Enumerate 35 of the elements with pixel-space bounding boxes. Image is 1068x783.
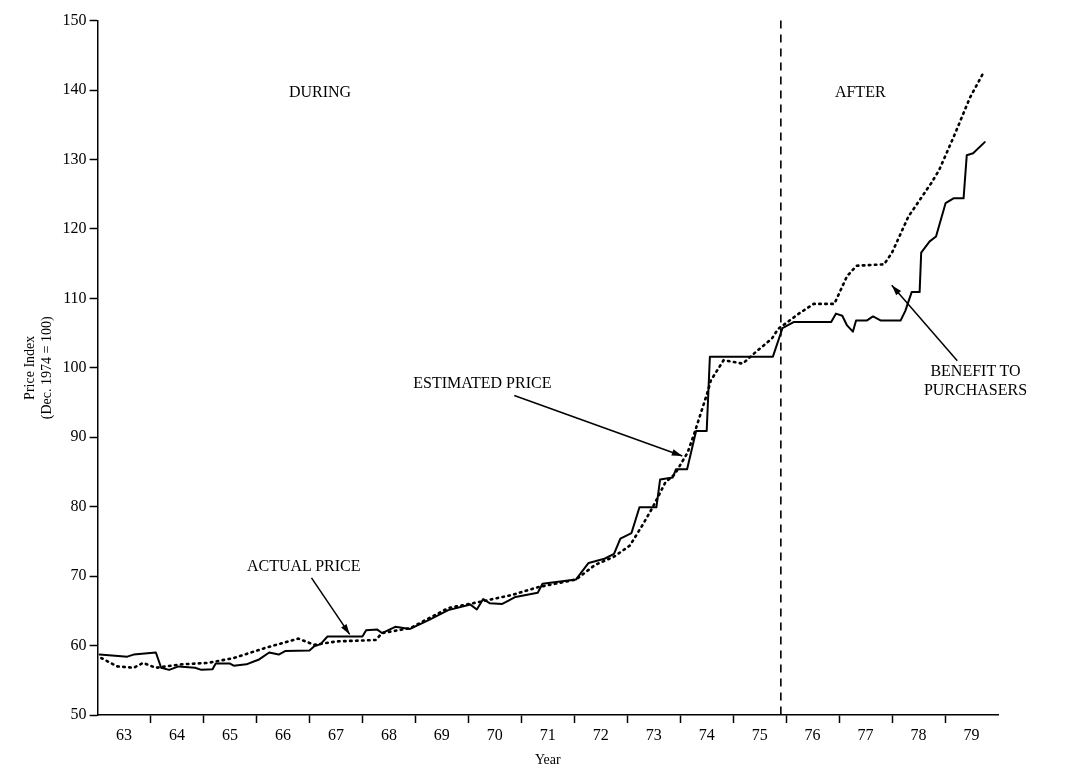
- x-tick-label: 70: [486, 725, 503, 743]
- y-tick-label: 140: [62, 80, 87, 98]
- x-tick-label: 66: [274, 725, 291, 743]
- y-tick-label: 90: [70, 427, 87, 445]
- annotation: AFTER: [834, 83, 886, 101]
- x-tick-label: 68: [380, 725, 397, 743]
- y-tick-label: 120: [62, 219, 87, 237]
- y-tick-label: 110: [63, 288, 87, 306]
- x-tick-label: 72: [592, 725, 609, 743]
- y-axis-title: Price Index (Dec. 1974 = 100): [22, 316, 55, 420]
- x-tick-label: 78: [910, 725, 927, 743]
- x-tick-label: 73: [645, 725, 662, 743]
- x-tick-label: 75: [751, 725, 768, 743]
- y-tick-label: 50: [70, 705, 87, 723]
- annotation: ESTIMATED PRICE: [413, 374, 552, 392]
- y-tick-label: 150: [62, 10, 87, 28]
- x-tick-label: 76: [804, 725, 821, 743]
- x-tick-label: 71: [539, 725, 556, 743]
- annotation: BENEFIT TO PURCHASERS: [923, 362, 1028, 399]
- x-tick-label: 79: [963, 725, 980, 743]
- y-tick-label: 60: [70, 635, 87, 653]
- x-tick-label: 65: [222, 725, 239, 743]
- x-tick-label: 69: [433, 725, 450, 743]
- x-tick-label: 74: [698, 725, 715, 743]
- x-tick-label: 63: [116, 725, 133, 743]
- y-tick-label: 80: [70, 496, 87, 514]
- x-tick-label: 64: [169, 725, 186, 743]
- y-tick-label: 70: [70, 566, 87, 584]
- x-tick-label: 67: [327, 725, 344, 743]
- annotation: DURING: [288, 83, 352, 101]
- x-tick-label: 77: [857, 725, 874, 743]
- y-tick-label: 100: [62, 358, 87, 375]
- x-axis-title: Year: [534, 752, 562, 768]
- y-tick-label: 130: [62, 149, 87, 167]
- annotation: ACTUAL PRICE: [246, 556, 361, 574]
